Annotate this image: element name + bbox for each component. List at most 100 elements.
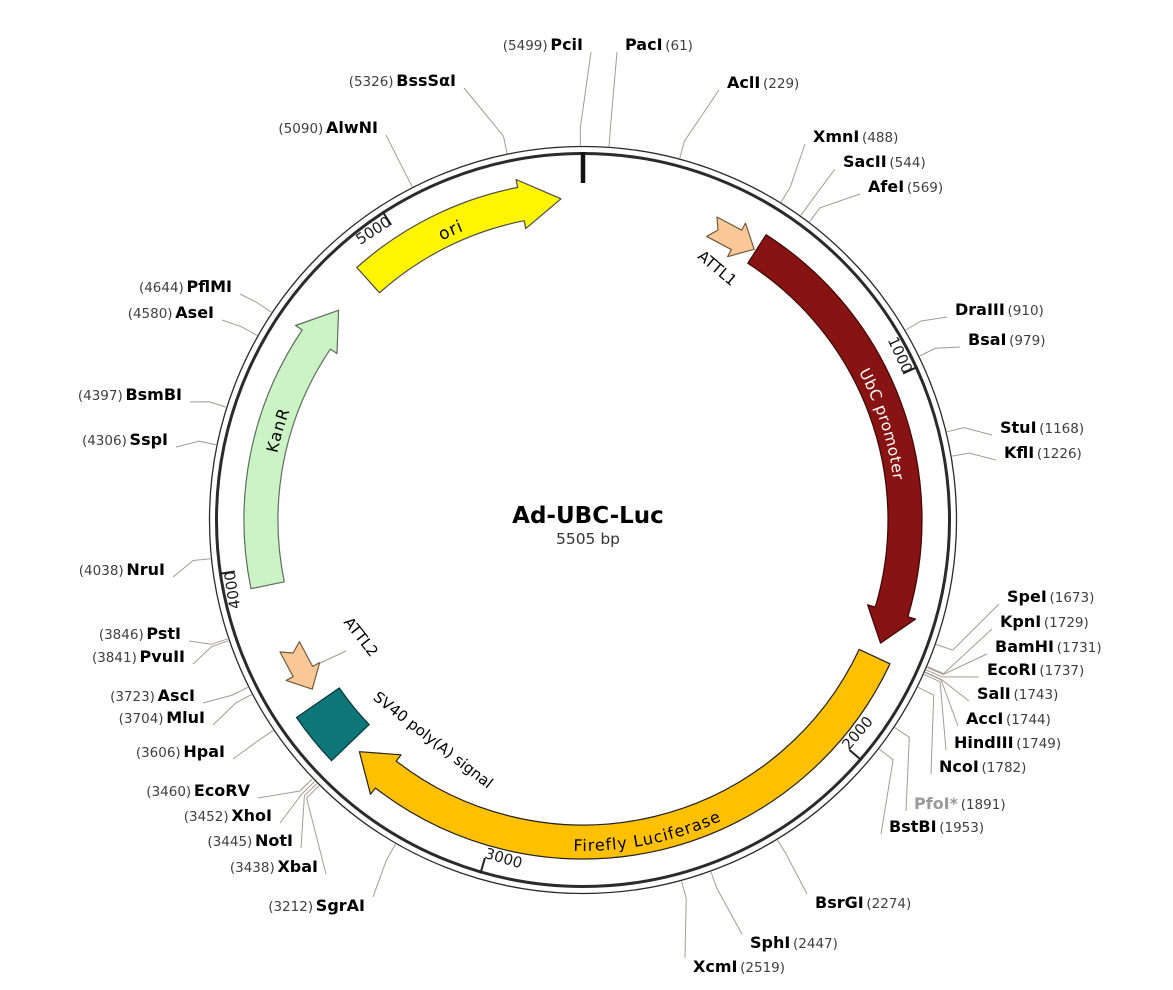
- enzyme-label-bsrgi: BsrGI (2274): [815, 893, 911, 912]
- leader-line-xbai: [306, 785, 327, 875]
- feature-attl2-leader: [317, 650, 347, 665]
- leader-line-bsai: [919, 346, 961, 357]
- leader-line-xmni: [780, 143, 806, 203]
- tick-3000: [479, 857, 486, 874]
- leader-line-bamhi: [927, 653, 988, 675]
- leader-line-ecorv: [257, 778, 313, 799]
- enzyme-label-bstbi: BstBI (1953): [889, 817, 984, 836]
- leader-line-sgrai: [372, 843, 396, 898]
- enzyme-label-stui: StuI (1168): [1000, 418, 1084, 437]
- enzyme-label-pcii: (5499) PciI: [503, 35, 583, 54]
- enzyme-label-ncoi: NcoI (1782): [939, 757, 1026, 776]
- leader-line-bsmbi: [189, 401, 227, 408]
- leader-line-bsrgi: [777, 839, 808, 895]
- enzyme-label-pflmi: (4644) PflMI: [139, 277, 232, 296]
- leader-line-xhoi: [279, 781, 316, 824]
- plasmid-title: Ad-UBC-Luc: [512, 503, 664, 529]
- enzyme-label-ecorv: (3460) EcoRV: [146, 781, 250, 800]
- enzyme-label-ecori: EcoRI (1737): [987, 660, 1084, 679]
- enzyme-label-sgrai: (3212) SgrAI: [268, 896, 365, 915]
- leader-line-pvuii: [192, 640, 229, 665]
- feature-firefly-luciferase: [358, 648, 891, 860]
- leader-line-asei: [221, 319, 258, 336]
- enzyme-label-kfli: KflI (1226): [1004, 443, 1082, 462]
- leader-line-afei: [809, 193, 861, 223]
- enzyme-label-kpni: KpnI (1729): [1000, 612, 1089, 631]
- leader-line-sacii: [800, 168, 836, 216]
- enzyme-label-pvuii: (3841) PvuII: [92, 647, 185, 666]
- leader-line-pfoi: [894, 727, 910, 812]
- enzyme-label-asci: (3723) AscI: [110, 686, 195, 705]
- leader-line-bsss-i: [463, 87, 508, 154]
- enzyme-label-paci: PacI (61): [625, 35, 693, 54]
- enzyme-label-mlui: (3704) MluI: [119, 708, 205, 727]
- enzyme-label-bamhi: BamHI (1731): [995, 637, 1102, 656]
- features-layer: [243, 178, 923, 860]
- tick-1000: [902, 365, 919, 375]
- leader-line-pflmi: [239, 293, 272, 313]
- feature-attl1: [706, 216, 755, 258]
- leader-line-alwni: [385, 134, 413, 187]
- leader-line-nrui: [172, 558, 211, 578]
- plasmid-length: 5505 bp: [556, 530, 620, 548]
- leader-line-hpai: [232, 729, 274, 760]
- enzyme-label-xmni: XmnI (488): [813, 127, 898, 146]
- leader-line-sphi: [710, 871, 743, 935]
- feature-kanr: [243, 309, 340, 590]
- leader-line-hindiii: [923, 674, 947, 751]
- enzyme-label-xbai: (3438) XbaI: [230, 857, 318, 876]
- leader-line-psti: [188, 638, 228, 645]
- enzyme-label-acci: AccI (1744): [966, 709, 1051, 728]
- enzyme-label-pfoi: PfoI* (1891): [914, 794, 1006, 813]
- enzyme-label-sali: SalI (1743): [977, 684, 1058, 703]
- enzyme-label-acli: AclI (229): [727, 73, 799, 92]
- enzyme-labels-layer: PacI (61) AclI (229) XmnI (488) SacII (544)…: [78, 35, 1102, 976]
- leader-line-stui: [946, 427, 993, 436]
- leader-line-ecori: [925, 669, 980, 678]
- enzyme-label-xhoi: (3452) XhoI: [184, 806, 272, 825]
- leader-line-kfli: [951, 452, 997, 461]
- feature-ubc-promoter: [747, 234, 923, 644]
- enzyme-label-bsmbi: (4397) BsmBI: [78, 385, 182, 404]
- leader-line-acli: [679, 89, 720, 159]
- enzyme-label-bsss-i: (5326) BssSαI: [349, 71, 456, 90]
- tick-2000: [848, 749, 863, 762]
- feature-attl2: [279, 641, 321, 690]
- leader-line-bstbi: [878, 748, 894, 835]
- leader-line-sspi: [175, 440, 217, 448]
- enzyme-label-hindiii: HindIII (1749): [954, 733, 1061, 752]
- plasmid-backbone-outer: [208, 145, 958, 895]
- enzyme-label-nrui: (4038) NruI: [79, 560, 165, 579]
- leader-line-draiii: [905, 316, 948, 331]
- leader-line-noti: [300, 783, 318, 849]
- leader-lines-layer: [172, 51, 1000, 959]
- enzyme-label-hpai: (3606) HpaI: [136, 742, 225, 761]
- leader-line-asci: [202, 686, 249, 704]
- tick-label-4000: 4000: [221, 570, 244, 610]
- tick-5000: [381, 210, 392, 226]
- feature-ori: [356, 178, 562, 294]
- leader-line-acci: [924, 672, 959, 727]
- enzyme-label-asei: (4580) AseI: [128, 303, 214, 322]
- leader-line-kpni: [927, 628, 993, 675]
- enzyme-label-sacii: SacII (544): [843, 152, 926, 171]
- enzyme-label-bsai: BsaI (979): [968, 330, 1045, 349]
- feature-sv40-poly-a-signal: [295, 687, 370, 762]
- enzyme-label-xcmi: XcmI (2519): [693, 957, 785, 976]
- enzyme-label-noti: (3445) NotI: [207, 831, 293, 850]
- enzyme-label-afei: AfeI (569): [868, 177, 943, 196]
- enzyme-label-alwni: (5090) AlwNI: [278, 118, 378, 137]
- leader-line-pcii: [579, 51, 592, 146]
- tick-4000: [218, 570, 235, 575]
- leader-line-paci: [608, 51, 618, 147]
- feature-label-attl2: ATTL2: [340, 614, 382, 661]
- enzyme-label-sspi: (4306) SspI: [82, 430, 168, 449]
- enzyme-label-spei: SpeI (1673): [1007, 587, 1094, 606]
- enzyme-label-psti: (3846) PstI: [99, 624, 181, 643]
- leader-line-mlui: [212, 694, 252, 726]
- enzyme-label-draiii: DraIII (910): [955, 300, 1044, 319]
- leader-line-spei: [936, 603, 1000, 651]
- enzyme-label-sphi: SphI (2447): [750, 933, 838, 952]
